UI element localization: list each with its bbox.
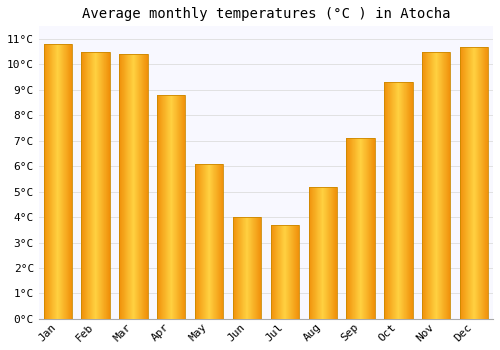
Title: Average monthly temperatures (°C ) in Atocha: Average monthly temperatures (°C ) in At… xyxy=(82,7,450,21)
Bar xyxy=(44,44,72,319)
Bar xyxy=(346,138,375,319)
Bar xyxy=(422,52,450,319)
Bar xyxy=(308,187,337,319)
Bar xyxy=(157,95,186,319)
Bar xyxy=(195,164,224,319)
Bar xyxy=(82,52,110,319)
Bar xyxy=(233,217,261,319)
Bar xyxy=(119,54,148,319)
Bar xyxy=(270,225,299,319)
Bar xyxy=(460,47,488,319)
Bar xyxy=(384,82,412,319)
